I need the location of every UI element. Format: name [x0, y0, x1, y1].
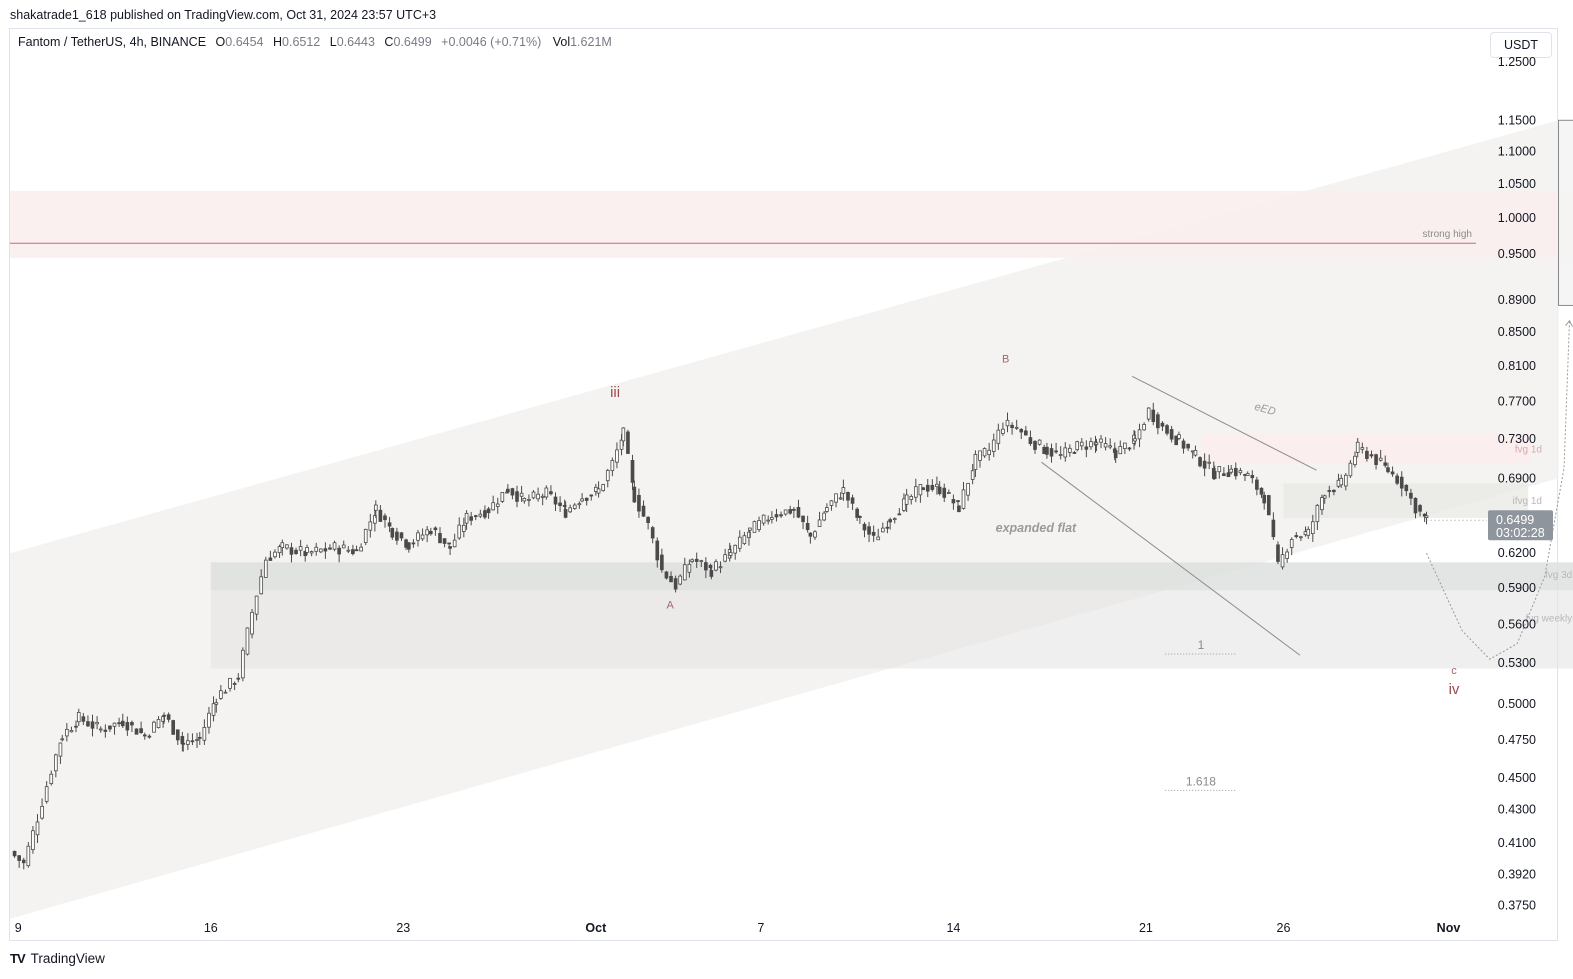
high-label: H [272, 35, 283, 49]
published-info: shakatrade1_618 published on TradingView… [10, 8, 437, 22]
open-label: O [215, 35, 226, 49]
projection-arrow-icon [1565, 319, 1573, 327]
open-value: 0.6454 [225, 35, 264, 49]
close-value: 0.6499 [393, 35, 432, 49]
high-value: 0.6512 [282, 35, 321, 49]
footer-brand: TV TradingView [10, 951, 105, 966]
low-label: L [329, 35, 337, 49]
low-value: 0.6443 [336, 35, 375, 49]
tradingview-logo-icon: TV [10, 951, 26, 966]
volume-label: Vol [552, 35, 571, 49]
close-label: C [384, 35, 394, 49]
change-value: +0.0046 (+0.71%) [441, 35, 542, 49]
ohlc-legend: Fantom / TetherUS, 4h, BINANCE O0.6454 H… [18, 35, 618, 49]
volume-value: 1.621M [570, 35, 612, 49]
brand-name[interactable]: TradingView [30, 951, 105, 966]
chart-frame [9, 28, 1558, 941]
symbol-title[interactable]: Fantom / TetherUS, 4h, BINANCE [18, 35, 207, 49]
currency-button[interactable]: USDT [1490, 32, 1552, 58]
target-box [1558, 119, 1573, 306]
